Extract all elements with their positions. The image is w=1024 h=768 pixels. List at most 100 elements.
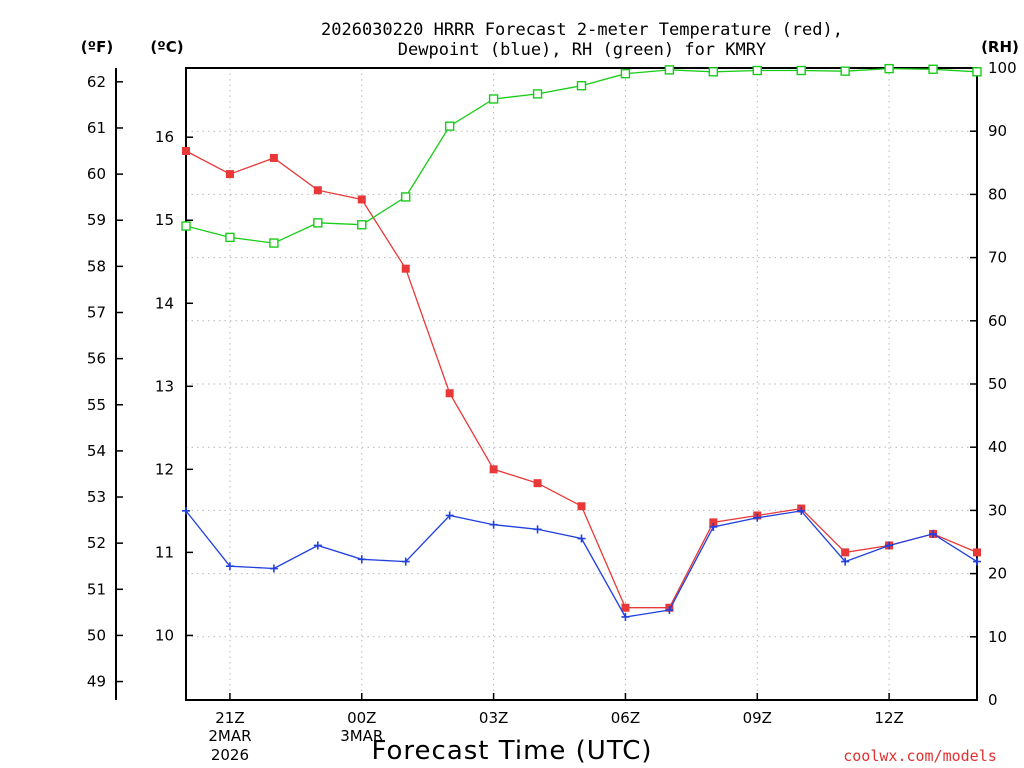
dewpoint-point-34 xyxy=(797,506,806,515)
rh-tick-label-60: 60 xyxy=(988,312,1007,330)
axes: 49 50 51 52 53 54 55 56 57 58 59 60 61 62 10 11 12 13 14 15… xyxy=(87,59,1017,764)
dewpoint-point-27 xyxy=(489,520,498,529)
unit-rh: (RH) xyxy=(981,38,1019,56)
dewpoint-point-32 xyxy=(709,523,718,532)
rh-line xyxy=(185,67,978,244)
fahrenheit-tick-label-59: 59 xyxy=(87,211,106,229)
temperature-point-24 xyxy=(357,195,366,204)
rh-point-28 xyxy=(532,89,543,99)
dewpoint-point-28 xyxy=(533,525,542,534)
temperature-point-30 xyxy=(621,603,630,612)
temperature-point-20 xyxy=(182,147,190,156)
celsius-tick-label-12: 12 xyxy=(155,460,174,478)
temperature-point-27 xyxy=(489,465,498,474)
rh-point-21 xyxy=(225,232,235,243)
dewpoint-point-38 xyxy=(973,557,981,566)
rh-point-34 xyxy=(796,65,806,76)
celsius-tick-label-16: 16 xyxy=(155,128,174,146)
rh-point-30 xyxy=(620,68,631,79)
rh-point-31 xyxy=(664,65,675,75)
fahrenheit-tick-label-54: 54 xyxy=(87,442,106,460)
grid xyxy=(186,68,977,700)
fahrenheit-tick-label-60: 60 xyxy=(87,165,106,183)
fahrenheit-tick-label-58: 58 xyxy=(87,257,106,275)
x-tick-label-03Z: 03Z xyxy=(479,709,508,727)
rh-point-35 xyxy=(840,66,850,76)
series-layer xyxy=(181,63,982,621)
unit-celsius: (ºC) xyxy=(150,38,183,56)
rh-point-26 xyxy=(444,121,455,131)
temperature-point-38 xyxy=(973,548,981,557)
fahrenheit-tick-label-57: 57 xyxy=(87,303,106,321)
temperature-point-25 xyxy=(401,264,410,273)
x-tick-label-09Z: 09Z xyxy=(743,709,772,727)
dewpoint-point-20 xyxy=(182,506,190,515)
dewpoint-point-29 xyxy=(577,534,586,543)
credit-text: coolwx.com/models xyxy=(843,747,997,765)
rh-point-33 xyxy=(752,65,762,76)
x-tick-label-12Z: 12Z xyxy=(874,709,903,727)
dewpoint-point-31 xyxy=(665,606,674,615)
unit-fahrenheit: (ºF) xyxy=(81,38,113,56)
rh-point-38 xyxy=(972,67,982,77)
x-tick-year-21Z: 2026 xyxy=(211,746,249,764)
dewpoint-point-24 xyxy=(357,555,366,564)
rh-tick-label-10: 10 xyxy=(988,628,1007,646)
x-tick-date-21Z: 2MAR xyxy=(208,727,251,745)
rh-tick-label-70: 70 xyxy=(988,249,1007,267)
rh-point-24 xyxy=(357,220,367,230)
rh-tick-label-50: 50 xyxy=(988,375,1007,393)
dewpoint-point-36 xyxy=(885,541,894,550)
temperature-point-26 xyxy=(445,389,454,398)
celsius-tick-label-10: 10 xyxy=(155,626,174,644)
chart-title-line2: Dewpoint (blue), RH (green) for KMRY xyxy=(398,40,766,60)
fahrenheit-tick-label-52: 52 xyxy=(87,534,106,552)
fahrenheit-tick-label-55: 55 xyxy=(87,396,106,414)
celsius-tick-label-14: 14 xyxy=(155,294,174,312)
rh-point-37 xyxy=(928,64,938,74)
dewpoint-point-21 xyxy=(225,562,234,571)
fahrenheit-tick-label-49: 49 xyxy=(87,673,106,691)
rh-point-20 xyxy=(181,221,191,231)
dewpoint-point-33 xyxy=(753,513,762,522)
dewpoint-point-22 xyxy=(269,564,278,573)
x-tick-date-00Z: 3MAR xyxy=(340,727,383,745)
dewpoint-point-25 xyxy=(401,557,410,566)
dewpoint-point-23 xyxy=(313,541,322,550)
dewpoint-point-26 xyxy=(445,511,454,520)
temperature-point-29 xyxy=(577,502,586,511)
rh-point-36 xyxy=(884,63,894,74)
rh-tick-label-40: 40 xyxy=(988,438,1007,456)
temperature-point-21 xyxy=(225,170,234,179)
x-tick-label-21Z: 21Z xyxy=(215,709,244,727)
fahrenheit-tick-label-53: 53 xyxy=(87,488,106,506)
temperature-point-28 xyxy=(533,479,542,488)
dewpoint-point-37 xyxy=(929,529,938,538)
temperature-point-23 xyxy=(313,186,322,195)
fahrenheit-tick-label-56: 56 xyxy=(87,350,106,368)
rh-tick-label-90: 90 xyxy=(988,122,1007,140)
celsius-tick-label-11: 11 xyxy=(155,543,174,561)
rh-point-22 xyxy=(269,238,279,248)
x-tick-label-00Z: 00Z xyxy=(347,709,376,727)
rh-tick-label-100: 100 xyxy=(988,59,1017,77)
rh-point-25 xyxy=(401,192,411,202)
temperature-point-32 xyxy=(709,518,718,527)
rh-tick-label-20: 20 xyxy=(988,565,1007,583)
rh-point-29 xyxy=(576,80,587,91)
x-tick-label-06Z: 06Z xyxy=(611,709,640,727)
celsius-tick-label-15: 15 xyxy=(155,211,174,229)
rh-point-27 xyxy=(488,94,499,104)
dewpoint-point-35 xyxy=(841,557,850,566)
x-axis-label: Forecast Time (UTC) xyxy=(371,736,652,766)
fahrenheit-tick-label-50: 50 xyxy=(87,626,106,644)
fahrenheit-tick-label-62: 62 xyxy=(87,73,106,91)
fahrenheit-tick-label-61: 61 xyxy=(87,119,106,137)
dewpoint-point-30 xyxy=(621,612,630,621)
celsius-tick-label-13: 13 xyxy=(155,377,174,395)
temperature-point-35 xyxy=(841,548,850,557)
temperature-point-22 xyxy=(269,153,278,162)
fahrenheit-tick-label-51: 51 xyxy=(87,580,106,598)
rh-tick-label-30: 30 xyxy=(988,501,1007,519)
